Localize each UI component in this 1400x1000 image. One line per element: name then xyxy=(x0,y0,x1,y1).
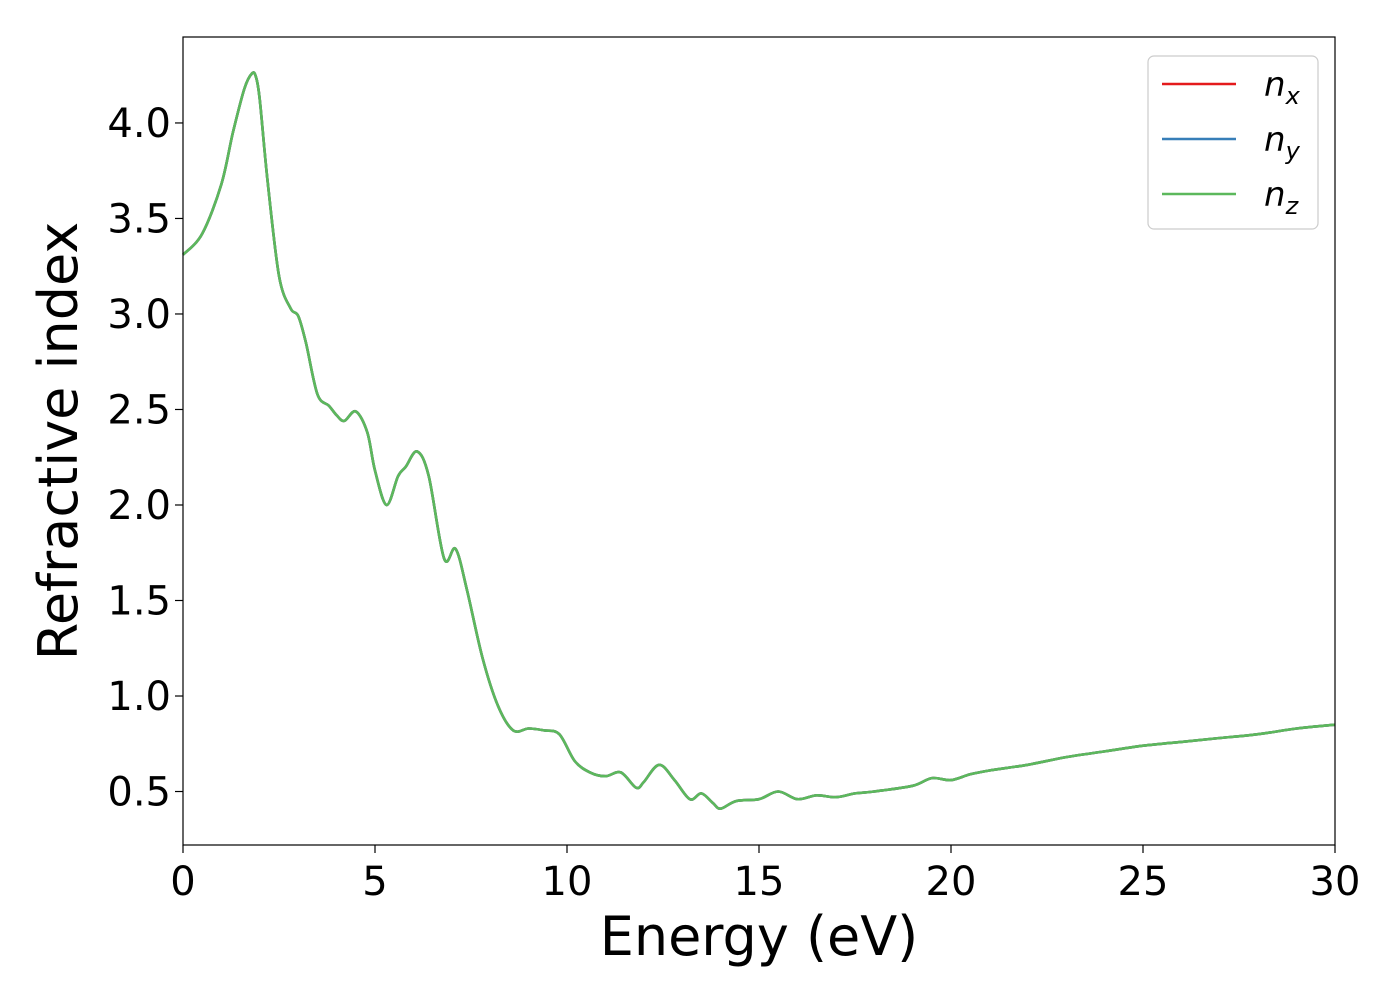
legend-label-z: nz xyxy=(1264,175,1300,220)
y-tick-label: 3.5 xyxy=(107,196,171,242)
y-axis-title: Refractive index xyxy=(27,222,90,661)
y-tick-label: 1.5 xyxy=(107,578,171,624)
legend-label-base: n xyxy=(1264,175,1286,215)
legend-label-x: nx xyxy=(1264,65,1301,110)
legend-label-subscript: x xyxy=(1285,82,1301,110)
y-tick-label: 2.0 xyxy=(107,483,171,529)
x-tick-label: 20 xyxy=(926,859,977,905)
legend-label-subscript: y xyxy=(1285,137,1301,165)
x-axis-title: Energy (eV) xyxy=(600,905,919,968)
series-line-z xyxy=(182,71,1336,810)
y-tick-label: 0.5 xyxy=(107,770,171,816)
x-tick-label: 25 xyxy=(1118,859,1169,905)
x-tick-label: 30 xyxy=(1310,859,1361,905)
x-tick-label: 10 xyxy=(542,859,593,905)
x-tick-label: 5 xyxy=(362,859,387,905)
legend-label-subscript: z xyxy=(1285,192,1300,220)
x-tick-label: 15 xyxy=(734,859,785,905)
y-tick-label: 3.0 xyxy=(107,292,171,338)
x-tick-label: 0 xyxy=(170,859,195,905)
series-layer xyxy=(182,71,1336,810)
axis-ticks: 0 5 10 15 20 25 30 0.5 1.0 1.5 2.0 2.5 3.0 3.5 4.0 xyxy=(107,101,1360,905)
y-tick-label: 1.0 xyxy=(107,674,171,720)
legend-box xyxy=(1147,55,1319,230)
legend-label-y: ny xyxy=(1264,120,1301,165)
y-tick-label: 2.5 xyxy=(107,387,171,433)
y-tick-label: 4.0 xyxy=(107,101,171,147)
legend-label-base: n xyxy=(1264,65,1286,105)
legend-label-base: n xyxy=(1264,120,1286,160)
